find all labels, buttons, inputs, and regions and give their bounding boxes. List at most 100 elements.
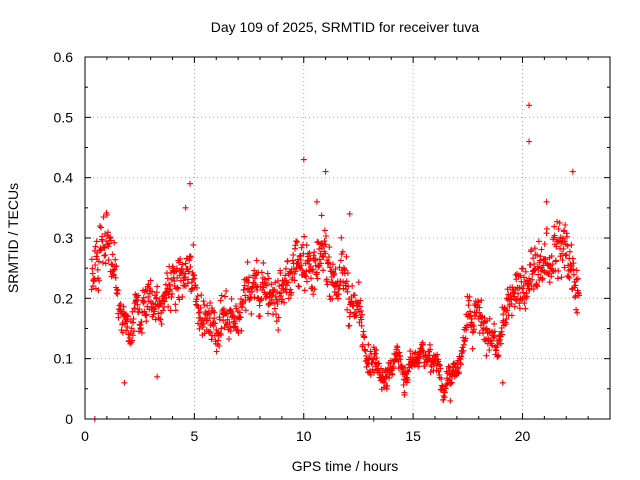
- data-point: [228, 296, 235, 302]
- data-point: [486, 347, 493, 353]
- data-point: [129, 337, 135, 344]
- data-point: [471, 301, 478, 307]
- data-point: [570, 271, 577, 278]
- data-point: [215, 337, 222, 344]
- data-point: [344, 306, 351, 313]
- data-point: [306, 250, 313, 257]
- data-point: [275, 314, 282, 321]
- data-point: [457, 356, 464, 363]
- data-points: [88, 102, 582, 422]
- data-point: [260, 259, 267, 266]
- data-point: [160, 307, 166, 314]
- data-point: [245, 286, 252, 293]
- data-point: [147, 277, 154, 284]
- data-point: [503, 316, 510, 322]
- data-point: [274, 277, 281, 284]
- y-tick-label: 0.5: [54, 109, 74, 125]
- data-point: [268, 281, 275, 288]
- data-point: [165, 303, 172, 310]
- data-point: [112, 274, 119, 281]
- data-point: [316, 256, 323, 263]
- data-point: [185, 268, 192, 275]
- data-point: [459, 344, 466, 351]
- data-point: [101, 245, 108, 251]
- data-point: [318, 212, 325, 219]
- y-tick-label: 0.3: [54, 230, 74, 246]
- data-point: [212, 320, 219, 327]
- data-point: [523, 293, 530, 300]
- data-point: [107, 234, 114, 241]
- data-point: [568, 241, 575, 248]
- data-point: [226, 319, 233, 326]
- data-point: [287, 286, 294, 293]
- data-point: [96, 277, 103, 284]
- data-point: [556, 219, 563, 226]
- data-point: [384, 383, 391, 390]
- data-point: [264, 270, 271, 277]
- data-point: [211, 315, 218, 322]
- data-point: [238, 327, 245, 334]
- data-point: [553, 243, 560, 250]
- data-point: [302, 273, 309, 280]
- data-point: [367, 371, 374, 378]
- data-point: [182, 270, 189, 277]
- data-point: [172, 307, 179, 314]
- data-point: [129, 308, 136, 315]
- data-point: [134, 301, 141, 308]
- data-point: [105, 229, 111, 236]
- data-point: [544, 269, 551, 276]
- data-point: [201, 330, 208, 337]
- data-point: [573, 306, 580, 313]
- data-point: [522, 305, 529, 312]
- data-point: [440, 392, 447, 399]
- data-point: [171, 277, 178, 284]
- data-point: [549, 261, 556, 267]
- data-point: [358, 322, 365, 329]
- data-point: [187, 264, 194, 270]
- data-point: [321, 227, 328, 234]
- data-point: [329, 261, 336, 268]
- data-point: [317, 260, 324, 267]
- data-point: [218, 325, 225, 332]
- data-point-spike: [154, 373, 161, 380]
- data-point: [298, 262, 305, 269]
- data-point-spike: [401, 391, 408, 398]
- x-tick-label: 15: [405, 428, 421, 444]
- x-tick-label: 5: [190, 428, 198, 444]
- data-point: [348, 299, 355, 306]
- data-point: [301, 233, 308, 240]
- data-point: [135, 309, 142, 316]
- data-point: [349, 283, 356, 289]
- data-point: [467, 312, 474, 319]
- data-point: [530, 286, 537, 293]
- data-point: [338, 234, 345, 241]
- data-point: [324, 281, 331, 288]
- data-point: [425, 356, 432, 362]
- data-point: [99, 259, 106, 266]
- data-point: [181, 274, 188, 281]
- data-point: [298, 244, 305, 251]
- data-point: [531, 245, 538, 252]
- data-point: [548, 253, 555, 260]
- data-point: [277, 270, 284, 277]
- data-point: [555, 226, 562, 232]
- x-tick-label: 0: [81, 428, 89, 444]
- data-point: [554, 218, 561, 225]
- data-point: [526, 275, 533, 282]
- data-point: [242, 307, 249, 314]
- data-point: [566, 275, 573, 281]
- data-point: [208, 336, 215, 343]
- data-point: [458, 353, 465, 360]
- data-point: [409, 363, 415, 370]
- x-axis-label: GPS time / hours: [292, 458, 399, 474]
- data-point: [164, 275, 171, 282]
- data-point: [294, 256, 301, 263]
- data-point: [207, 299, 214, 306]
- data-point: [570, 266, 577, 273]
- data-point: [167, 307, 174, 314]
- data-point: [491, 320, 498, 327]
- data-point: [468, 315, 475, 322]
- data-point: [436, 361, 442, 368]
- data-point: [193, 301, 200, 308]
- data-point: [120, 303, 127, 310]
